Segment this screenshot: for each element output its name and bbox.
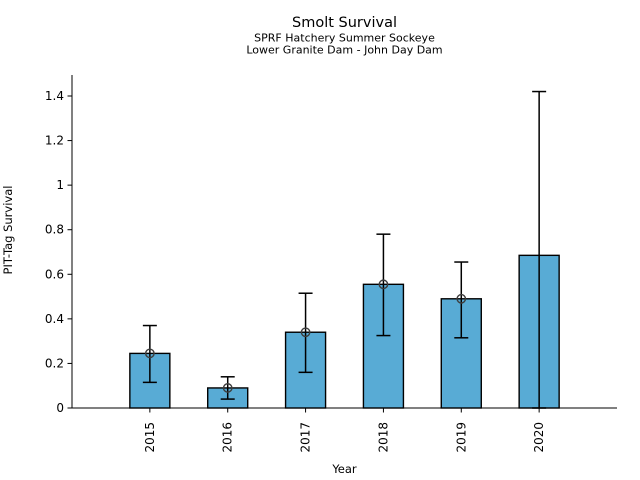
point-marker-2016: [222, 383, 233, 393]
point-marker-2015: [144, 348, 155, 359]
chart-title: Smolt Survival: [292, 15, 397, 31]
x-tick-label-2019: 2019: [454, 422, 468, 453]
chart-subtitle-line1: SPRF Hatchery Summer Sockeye: [254, 32, 435, 45]
point-marker-2019: [456, 293, 467, 304]
y-tick-label: 0.4: [45, 312, 64, 326]
y-tick-label: 0.8: [45, 223, 64, 237]
y-tick-label: 1: [56, 178, 64, 192]
y-tick-label: 0.6: [45, 267, 64, 281]
x-axis-title: Year: [331, 462, 357, 476]
y-tick-label: 0: [56, 401, 64, 415]
plot-area: 0 0.2 0.4 0.6 0.8 1 1.2 1.4 2015 2016 2017 2018 2019…: [45, 75, 617, 453]
chart-subtitle-line2: Lower Granite Dam - John Day Dam: [246, 44, 442, 57]
x-tick-label-2020: 2020: [532, 422, 546, 453]
y-axis-title: PIT-Tag Survival: [1, 186, 15, 275]
bar-2018: [362, 283, 405, 409]
y-tick-label: 0.2: [45, 356, 64, 370]
x-tick-label-2018: 2018: [376, 422, 390, 453]
x-tick-label-2015: 2015: [143, 422, 157, 453]
y-tick-label: 1.4: [45, 89, 64, 103]
x-tick-label-2017: 2017: [299, 422, 313, 453]
point-marker-2018: [378, 279, 389, 290]
x-tick-label-2016: 2016: [221, 422, 235, 453]
point-marker-2017: [300, 327, 311, 338]
y-tick-label: 1.2: [45, 134, 64, 148]
